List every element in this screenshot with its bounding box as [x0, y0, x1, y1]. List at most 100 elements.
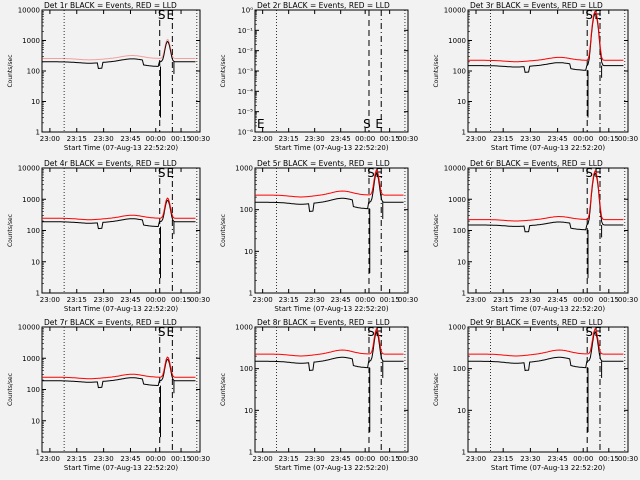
panel-4-frame	[41, 167, 201, 294]
panel-5-frame	[254, 167, 409, 294]
panel-8-xtick-label: 00:15	[380, 455, 400, 463]
panel-2-xtick-label: 00:15	[380, 135, 400, 143]
panel-7-xtick-label: 23:30	[94, 455, 114, 463]
panel-8-xlabel: Start Time (07-Aug-13 22:52:20)	[274, 464, 388, 472]
panel-1-xtick-label: 23:30	[94, 135, 114, 143]
panel-7-xtick-label: 00:00	[146, 455, 166, 463]
panel-2-xtick-label: 23:15	[279, 135, 299, 143]
panel-6-xtick-label: 00:15	[599, 296, 619, 304]
panel-8-ytick-label: 10	[244, 407, 253, 415]
panel-3-xtick-label: 00:30	[618, 135, 638, 143]
panel-9-lld-line	[468, 328, 624, 357]
panel-5-end-label: E	[375, 166, 383, 180]
panel-6-xtick-label: 23:00	[466, 296, 486, 304]
panel-5-ylabel: Counts/sec	[220, 214, 227, 247]
panel-8-ylabel: Counts/sec	[220, 373, 227, 406]
panel-5-lld-line	[255, 169, 404, 198]
panel-1-ylabel: Counts/sec	[7, 54, 14, 87]
panel-3-xtick-label: 00:00	[573, 135, 593, 143]
panel-2-xtick-label: 00:30	[398, 135, 418, 143]
panel-9-xtick-label: 00:15	[599, 455, 619, 463]
panel-1-lld-line	[42, 38, 196, 61]
panel-5-start-label: S	[367, 166, 375, 180]
panel-7-ylabel: Counts/sec	[7, 373, 14, 406]
panel-7-xtick-label: 23:00	[40, 455, 60, 463]
panel-4-ylabel: Counts/sec	[7, 214, 14, 247]
panel-7-ytick-label: 10	[31, 417, 40, 425]
panel-6-title: Det 6r BLACK = Events, RED = LLD	[470, 159, 603, 168]
panel-7-xtick-label: 23:45	[120, 455, 140, 463]
panel-3-xtick-label: 23:30	[520, 135, 540, 143]
panel-2-xtick-label: 23:30	[305, 135, 325, 143]
panel-7-ytick-label: 1	[36, 449, 40, 457]
panel-5-events-line	[255, 172, 404, 213]
panel-6-xtick-label: 00:30	[618, 296, 638, 304]
panel-1-xtick-label: 00:15	[171, 135, 191, 143]
panel-6-ytick-label: 1000	[448, 196, 466, 204]
panel-2-ytick-label: 10⁻³	[238, 68, 254, 76]
panel-1-xtick-label: 23:15	[67, 135, 87, 143]
panel-2-start-label: S	[363, 117, 371, 131]
panel-1-end-label: E	[167, 8, 175, 22]
panel-1-ytick-label: 1000	[22, 37, 40, 45]
panel-8-ytick-label: 100	[240, 365, 253, 373]
panel-7-frame	[41, 326, 201, 453]
panel-3-xtick-label: 23:15	[493, 135, 513, 143]
panel-2-end-label: E	[375, 117, 383, 131]
panel-9-ylabel: Counts/sec	[433, 373, 440, 406]
panel-6-ytick-label: 100	[453, 227, 466, 235]
panel-3-ylabel: Counts/sec	[433, 54, 440, 87]
panel-1-ytick-label: 10000	[18, 7, 40, 15]
panel-3-xlabel: Start Time (07-Aug-13 22:52:20)	[491, 144, 605, 152]
panel-9-xtick-label: 23:30	[520, 455, 540, 463]
panel-7-xtick-label: 23:15	[67, 455, 87, 463]
panel-4-xlabel: Start Time (07-Aug-13 22:52:20)	[64, 305, 178, 313]
panel-7-end-label: E	[167, 325, 175, 339]
panel-8-xtick-label: 23:30	[305, 455, 325, 463]
panel-2-ylabel: Counts/sec	[220, 54, 227, 87]
panel-9-xtick-label: 00:30	[618, 455, 638, 463]
panel-2-ytick-label: 10⁰	[241, 7, 253, 15]
panel-4-xtick-label: 23:30	[94, 296, 114, 304]
panel-7-title: Det 7r BLACK = Events, RED = LLD	[44, 318, 177, 327]
panel-8-xtick-label: 23:00	[253, 455, 273, 463]
panel-5-xtick-label: 23:30	[305, 296, 325, 304]
panel-9-ytick-label: 1	[462, 449, 466, 457]
panel-2-xtick-label: 23:45	[331, 135, 351, 143]
panel-4-xtick-label: 23:15	[67, 296, 87, 304]
panel-8-events-line	[255, 331, 404, 372]
panel-5-xtick-label: 23:45	[331, 296, 351, 304]
panel-8-ytick-label: 1000	[235, 324, 253, 332]
panel-9-xtick-label: 23:00	[466, 455, 486, 463]
panel-7-ytick-label: 10000	[18, 324, 40, 332]
panel-1-title: Det 1r BLACK = Events, RED = LLD	[44, 1, 177, 10]
panel-9-frame	[467, 326, 629, 453]
panel-6-ytick-label: 10000	[444, 165, 466, 173]
panel-2-ytick-label: 10⁻⁶	[238, 129, 254, 137]
panel-5-xtick-label: 00:00	[355, 296, 375, 304]
panel-1-xtick-label: 23:00	[40, 135, 60, 143]
panel-6-xtick-label: 23:30	[520, 296, 540, 304]
panel-4-xtick-label: 23:00	[40, 296, 60, 304]
panel-3-ytick-label: 1	[462, 129, 466, 137]
panel-2-end-label-left: E	[257, 117, 265, 131]
panel-8-end-label: E	[375, 325, 383, 339]
panel-6-frame	[467, 167, 629, 294]
panel-1-events-line	[42, 40, 196, 70]
panel-8-ytick-label: 1	[249, 449, 253, 457]
panel-7-xtick-label: 00:30	[190, 455, 210, 463]
panel-8-xtick-label: 00:30	[398, 455, 418, 463]
panel-6-lld-line	[468, 170, 624, 222]
panel-3-ytick-label: 100	[453, 68, 466, 76]
panel-4-xtick-label: 00:00	[146, 296, 166, 304]
panel-4-xtick-label: 23:45	[120, 296, 140, 304]
panel-6-ylabel: Counts/sec	[433, 214, 440, 247]
panel-8-xtick-label: 23:15	[279, 455, 299, 463]
panel-3-title: Det 3r BLACK = Events, RED = LLD	[470, 1, 603, 10]
panel-3-ytick-label: 10000	[444, 7, 466, 15]
panel-7-lld-line	[42, 356, 196, 380]
panel-3-frame	[467, 9, 629, 133]
panel-3-end-label: E	[594, 8, 602, 22]
panel-1-ytick-label: 10	[31, 98, 40, 106]
panel-3-xtick-label: 23:45	[548, 135, 568, 143]
